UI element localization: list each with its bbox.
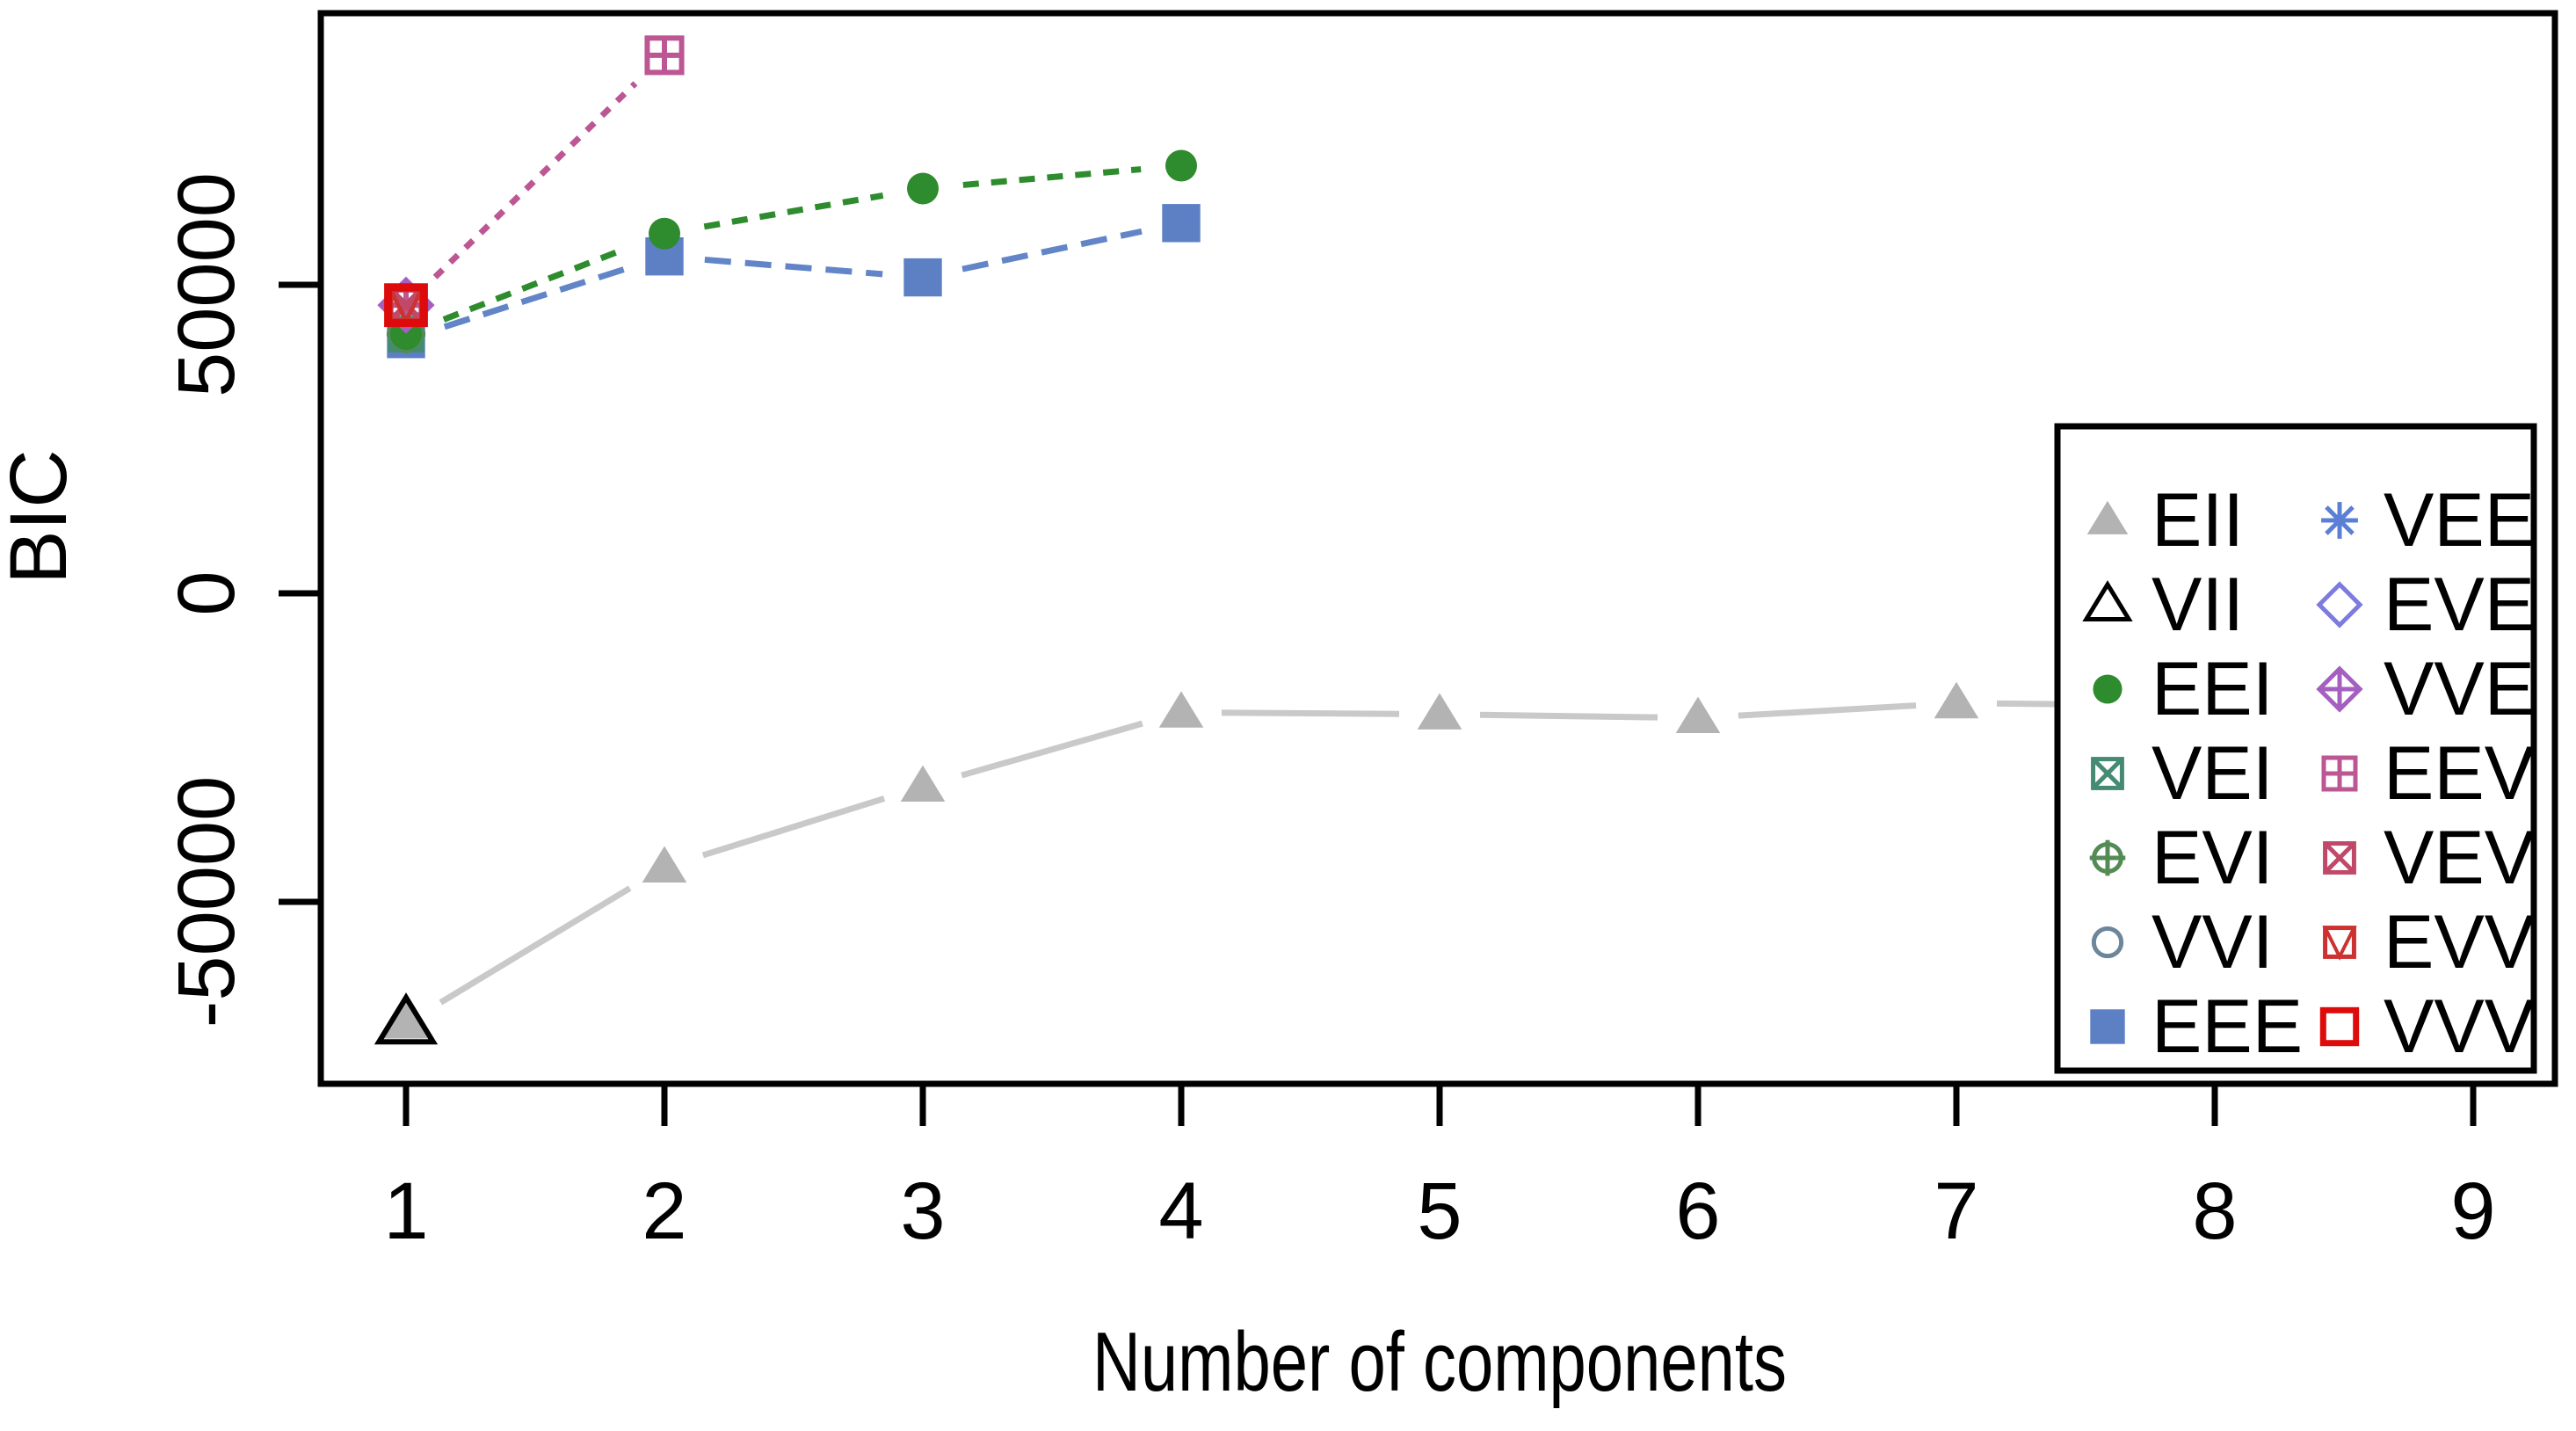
legend-label-VVE: VVE xyxy=(2384,647,2535,731)
legend-symbol-VVV-icon xyxy=(2319,1006,2360,1047)
x-tick-label-3: 3 xyxy=(900,1166,945,1256)
series-EII-segment xyxy=(961,720,1143,779)
series-EEI-marker xyxy=(907,172,939,205)
series-EII-segment xyxy=(1738,702,1917,719)
legend-label-VEI: VEI xyxy=(2152,731,2274,816)
series-EEI-marker xyxy=(649,217,680,250)
legend-label-EVI: EVI xyxy=(2152,816,2274,900)
series-EEE-marker xyxy=(903,258,942,297)
series-EEE-marker xyxy=(1162,204,1201,243)
series-EII-segment xyxy=(1479,711,1658,721)
series-EEV-marker xyxy=(644,35,685,76)
legend-label-EII: EII xyxy=(2152,478,2244,563)
series-EEI-segment xyxy=(962,166,1142,188)
axis-ticks-layer: 1 2 3 4 5 6 7 8 9 50000 0 -50000 xyxy=(162,172,2496,1256)
y-tick-label-50000: 50000 xyxy=(162,172,251,397)
legend-label-EVE: EVE xyxy=(2384,563,2535,647)
series-EII-marker xyxy=(642,846,687,883)
series-EEI-segment xyxy=(703,192,884,230)
series-EII-segment xyxy=(1221,709,1400,717)
legend-label-EVV: EVV xyxy=(2384,900,2535,984)
series-VII-marker xyxy=(374,992,439,1045)
series-EII-segment xyxy=(701,795,886,859)
legend-box xyxy=(2054,423,2537,1074)
legend-symbol-VEI-icon xyxy=(2091,757,2124,790)
series-EEE-segment xyxy=(704,256,883,278)
x-tick-label-4: 4 xyxy=(1158,1166,1203,1256)
legend-symbol-VEE-icon xyxy=(2321,502,2358,539)
series-EEE-segment xyxy=(961,228,1143,272)
legend-label-VEE: VEE xyxy=(2384,478,2535,563)
series-EEV-segment xyxy=(432,81,638,280)
y-axis-title: BIC xyxy=(0,449,83,584)
legend-label-VVI: VVI xyxy=(2152,900,2274,984)
x-tick-label-1: 1 xyxy=(383,1166,428,1256)
legend-symbol-EEI-icon xyxy=(2093,674,2122,704)
legend-symbol-VEV-icon xyxy=(2323,841,2356,875)
series-EII-marker xyxy=(1158,691,1204,728)
x-axis-title: Number of components xyxy=(1092,1315,1787,1409)
x-tick-label-9: 9 xyxy=(2450,1166,2495,1256)
legend-symbol-EVI-icon xyxy=(2089,839,2126,876)
legend-symbol-EEV-icon xyxy=(2321,755,2358,792)
legend-symbol-EII-icon xyxy=(2086,500,2129,534)
legend-label-EEI: EEI xyxy=(2152,647,2274,731)
x-tick-label-5: 5 xyxy=(1417,1166,1462,1256)
series-EEI-marker xyxy=(1165,149,1197,182)
series-EII-marker xyxy=(1417,693,1462,730)
series-EII-marker xyxy=(900,765,946,802)
legend-label-VVV: VVV xyxy=(2384,984,2535,1069)
series-EII-marker xyxy=(1675,696,1721,734)
y-tick-label-0: 0 xyxy=(162,570,251,615)
legend-label-EEV: EEV xyxy=(2384,731,2535,816)
y-tick-label--50000: -50000 xyxy=(162,776,251,1028)
x-tick-label-2: 2 xyxy=(642,1166,686,1256)
legend-symbol-VVE-icon xyxy=(2316,665,2363,713)
series-EII-marker xyxy=(1934,681,1979,719)
x-tick-label-6: 6 xyxy=(1675,1166,1720,1256)
legend-symbol-VII-icon xyxy=(2082,580,2133,621)
x-tick-label-8: 8 xyxy=(2192,1166,2237,1256)
series-EII-segment xyxy=(439,885,632,1006)
legend-label-VII: VII xyxy=(2152,563,2244,647)
series-EEE-segment xyxy=(443,265,628,331)
series-VVV-marker xyxy=(384,283,428,328)
legend-symbol-EEE-icon xyxy=(2090,1009,2125,1044)
legend-label-VEV: VEV xyxy=(2384,816,2535,900)
legend-symbol-VVI-icon xyxy=(2091,926,2124,959)
x-tick-label-7: 7 xyxy=(1934,1166,1978,1256)
legend-symbol-EVV-icon xyxy=(2322,926,2357,961)
series-EII-marker xyxy=(383,1002,429,1039)
legend-symbol-EVE-icon xyxy=(2316,581,2363,628)
series-EEI-segment xyxy=(442,245,628,323)
legend-label-EEE: EEE xyxy=(2152,984,2303,1069)
